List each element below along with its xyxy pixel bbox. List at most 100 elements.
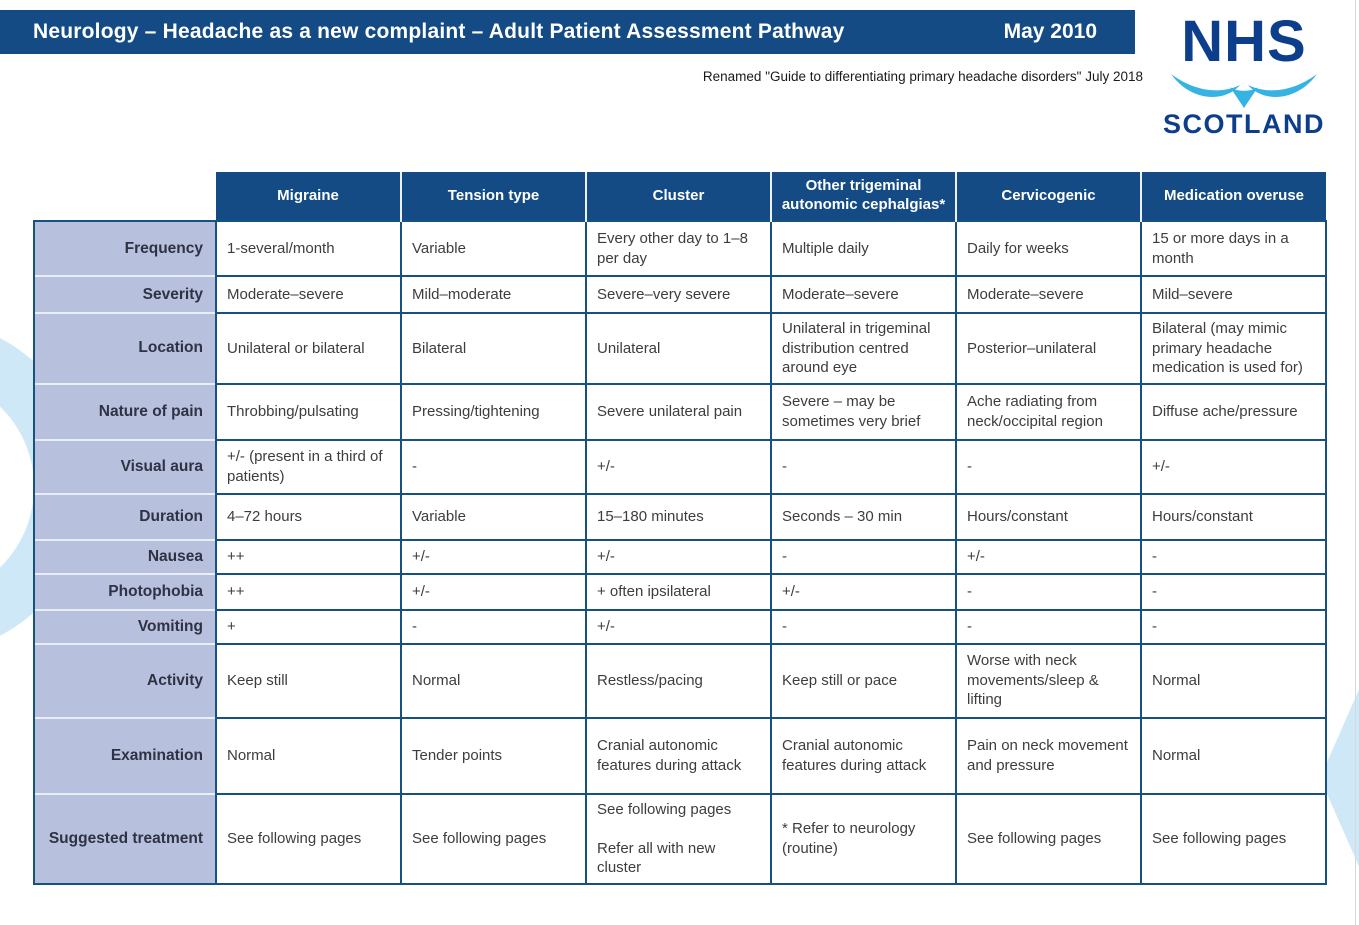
- row-label: Nausea: [33, 538, 217, 574]
- table-row: Photophobia ++ +/- + often ipsilateral +/- - -: [33, 572, 1327, 611]
- row-label: Nature of pain: [33, 382, 217, 440]
- table-cell: Normal: [215, 716, 402, 795]
- table-cell: Seconds – 30 min: [770, 492, 957, 541]
- column-header: Other trigeminal autonomic cephalgias*: [770, 172, 956, 221]
- table-cell: Moderate–severe: [955, 275, 1142, 314]
- table-cell: ++: [215, 538, 402, 575]
- table-cell: Multiple daily: [770, 220, 957, 277]
- title-bar: Neurology – Headache as a new complaint …: [0, 10, 1135, 54]
- table-cell: See following pages Refer all with new c…: [585, 792, 772, 885]
- table-cell: +: [215, 608, 402, 645]
- table-cell: Moderate–severe: [770, 275, 957, 314]
- column-header: Medication overuse: [1140, 172, 1326, 221]
- table-cell: Cranial autonomic features during attack: [585, 716, 772, 795]
- renamed-subtitle: Renamed "Guide to differentiating primar…: [702, 69, 1143, 84]
- table-cell: Keep still: [215, 642, 402, 719]
- table-cell: Severe unilateral pain: [585, 382, 772, 441]
- table-cell: Keep still or pace: [770, 642, 957, 719]
- assessment-table: Migraine Tension type Cluster Other trigemi…: [33, 172, 1327, 885]
- column-header: Cervicogenic: [955, 172, 1141, 221]
- table-cell: 4–72 hours: [215, 492, 402, 541]
- table-cell: Normal: [1140, 642, 1327, 719]
- row-label: Examination: [33, 716, 217, 794]
- table-cell: Ache radiating from neck/occipital regio…: [955, 382, 1142, 441]
- table-cell: Throbbing/pulsating: [215, 382, 402, 441]
- table-cell: +/-: [585, 608, 772, 645]
- column-header: Migraine: [216, 172, 401, 221]
- row-label: Frequency: [33, 220, 217, 276]
- table-cell: Pressing/tightening: [400, 382, 587, 441]
- table-cell: -: [770, 538, 957, 575]
- table-cell: +/-: [585, 438, 772, 495]
- table-row: Frequency 1-several/month Variable Every ot…: [33, 220, 1327, 277]
- table-cell: + often ipsilateral: [585, 572, 772, 611]
- table-cell: Worse with neck movements/sleep & liftin…: [955, 642, 1142, 719]
- table-cell: +/-: [1140, 438, 1327, 495]
- table-row: Suggested treatment See following pages Se…: [33, 792, 1327, 885]
- table-cell: +/-: [770, 572, 957, 611]
- table-cell: +/-: [400, 538, 587, 575]
- table-cell: Normal: [400, 642, 587, 719]
- table-cell: Severe–very severe: [585, 275, 772, 314]
- column-header: Cluster: [585, 172, 771, 221]
- row-label: Severity: [33, 275, 217, 313]
- table-cell: 1-several/month: [215, 220, 402, 277]
- table-cell: -: [770, 608, 957, 645]
- table-cell: ++: [215, 572, 402, 611]
- table-cell: -: [955, 438, 1142, 495]
- table-cell: Variable: [400, 220, 587, 277]
- table-cell: 15–180 minutes: [585, 492, 772, 541]
- table-header-row: Migraine Tension type Cluster Other trigemi…: [34, 172, 1326, 221]
- page-edge-line: [1355, 0, 1356, 925]
- table-row: Visual aura +/- (present in a third of pa…: [33, 438, 1327, 495]
- table-row: Severity Moderate–severe Mild–moderate Seve…: [33, 275, 1327, 314]
- page-title: Neurology – Headache as a new complaint …: [33, 20, 845, 43]
- table-cell: Pain on neck movement and pressure: [955, 716, 1142, 795]
- table-cell: +/-: [955, 538, 1142, 575]
- row-label: Suggested treatment: [33, 792, 217, 885]
- table-cell: * Refer to neurology (routine): [770, 792, 957, 885]
- row-label: Vomiting: [33, 608, 217, 644]
- row-label: Activity: [33, 642, 217, 718]
- date-label: May 2010: [1003, 20, 1097, 43]
- table-cell: See following pages: [400, 792, 587, 885]
- table-cell: See following pages: [215, 792, 402, 885]
- table-cell: Mild–moderate: [400, 275, 587, 314]
- table-cell: Cranial autonomic features during attack: [770, 716, 957, 795]
- table-cell: Posterior–unilateral: [955, 312, 1142, 385]
- table-cell: Hours/constant: [955, 492, 1142, 541]
- table-cell: -: [1140, 572, 1327, 611]
- table-cell: Tender points: [400, 716, 587, 795]
- table-cell: See following pages: [955, 792, 1142, 885]
- column-header: Tension type: [400, 172, 586, 221]
- nhs-scotland-logo: NHS SCOTLAND: [1158, 9, 1330, 139]
- nhs-logo-text: NHS: [1181, 9, 1307, 74]
- table-cell: Restless/pacing: [585, 642, 772, 719]
- table-cell: Hours/constant: [1140, 492, 1327, 541]
- table-row: Location Unilateral or bilateral Bilateral…: [33, 312, 1327, 385]
- table-cell: Normal: [1140, 716, 1327, 795]
- row-label: Duration: [33, 492, 217, 540]
- row-label: Visual aura: [33, 438, 217, 494]
- table-cell: -: [1140, 538, 1327, 575]
- table-cell: -: [400, 608, 587, 645]
- table-row: Nature of pain Throbbing/pulsating Pressin…: [33, 382, 1327, 441]
- table-cell: -: [400, 438, 587, 495]
- table-cell: +/-: [400, 572, 587, 611]
- nhs-scotland-text: SCOTLAND: [1163, 109, 1325, 139]
- table-cell: Mild–severe: [1140, 275, 1327, 314]
- table-cell: -: [955, 608, 1142, 645]
- table-cell: Unilateral or bilateral: [215, 312, 402, 385]
- table-cell: +/- (present in a third of patients): [215, 438, 402, 495]
- table-row: Vomiting + - +/- - - -: [33, 608, 1327, 645]
- table-cell: Severe – may be sometimes very brief: [770, 382, 957, 441]
- table-cell: +/-: [585, 538, 772, 575]
- table-cell: Every other day to 1–8 per day: [585, 220, 772, 277]
- row-label: Photophobia: [33, 572, 217, 610]
- nhs-swoosh-icon: [1171, 74, 1317, 108]
- table-cell: Unilateral in trigeminal distribution ce…: [770, 312, 957, 385]
- table-row: Activity Keep still Normal Restless/pacing K…: [33, 642, 1327, 719]
- table-row: Nausea ++ +/- +/- - +/- -: [33, 538, 1327, 575]
- table-cell: -: [770, 438, 957, 495]
